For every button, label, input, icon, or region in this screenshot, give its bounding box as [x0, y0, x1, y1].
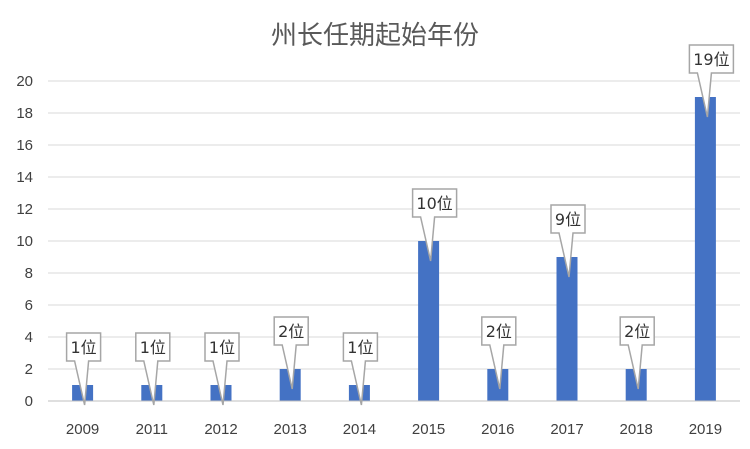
data-label-callout: [204, 332, 240, 406]
y-tick-label: 2: [25, 361, 33, 378]
x-tick-label: 2014: [343, 421, 376, 438]
y-tick-label: 10: [16, 233, 33, 250]
data-labels: 1位 1位 1位 2位 1位 10位 2位 9位 2位 19位: [65, 44, 735, 406]
x-tick-label: 2018: [620, 421, 653, 438]
data-label-callout: [411, 188, 458, 262]
data-label: 19位: [693, 50, 729, 69]
y-tick-label: 20: [16, 73, 33, 90]
x-tick-label: 2011: [136, 421, 168, 438]
data-label-callout: [65, 332, 102, 406]
x-tick-label: 2016: [481, 421, 514, 438]
x-tick-label: 2012: [204, 421, 237, 438]
y-tick-label: 0: [25, 393, 33, 410]
bar: [487, 369, 509, 401]
x-tick-label: 2009: [66, 421, 99, 438]
bar: [418, 241, 440, 401]
bar: [279, 369, 301, 401]
x-tick-label: 2015: [412, 421, 445, 438]
y-axis-ticks: 0 2 4 6 8 10 12 14 16 18 20: [16, 73, 33, 410]
data-label: 1位: [209, 338, 235, 357]
data-label: 2位: [278, 322, 304, 341]
y-tick-label: 14: [16, 169, 33, 186]
data-label-callout: [135, 332, 171, 406]
data-label-callout: [273, 316, 309, 390]
bar: [694, 97, 716, 401]
data-label-callout: [688, 44, 735, 118]
data-label: 9位: [555, 210, 581, 229]
x-tick-label: 2013: [274, 421, 307, 438]
y-tick-label: 8: [25, 265, 33, 282]
data-label: 1位: [140, 338, 166, 357]
data-label: 10位: [416, 194, 452, 213]
y-tick-label: 18: [16, 105, 33, 122]
data-label-callout: [619, 316, 655, 390]
x-axis-ticks: 2009 2011 2012 2013 2014 2015 2016 2017 2018 2019: [66, 421, 722, 438]
y-tick-label: 12: [16, 201, 33, 218]
y-tick-label: 16: [16, 137, 33, 154]
bar: [556, 257, 578, 401]
data-label: 2位: [486, 322, 512, 341]
y-tick-label: 4: [25, 329, 33, 346]
data-label: 2位: [624, 322, 650, 341]
data-label: 1位: [71, 338, 97, 357]
x-tick-label: 2019: [689, 421, 722, 438]
data-label-callout: [342, 332, 379, 406]
bars: [72, 97, 716, 401]
data-label-callout: [550, 204, 586, 278]
data-label: 1位: [347, 338, 373, 357]
y-tick-label: 6: [25, 297, 33, 314]
data-label-callout: [481, 316, 517, 390]
chart-title: 州长任期起始年份: [271, 21, 479, 51]
x-tick-label: 2017: [550, 421, 583, 438]
bar: [625, 369, 647, 401]
